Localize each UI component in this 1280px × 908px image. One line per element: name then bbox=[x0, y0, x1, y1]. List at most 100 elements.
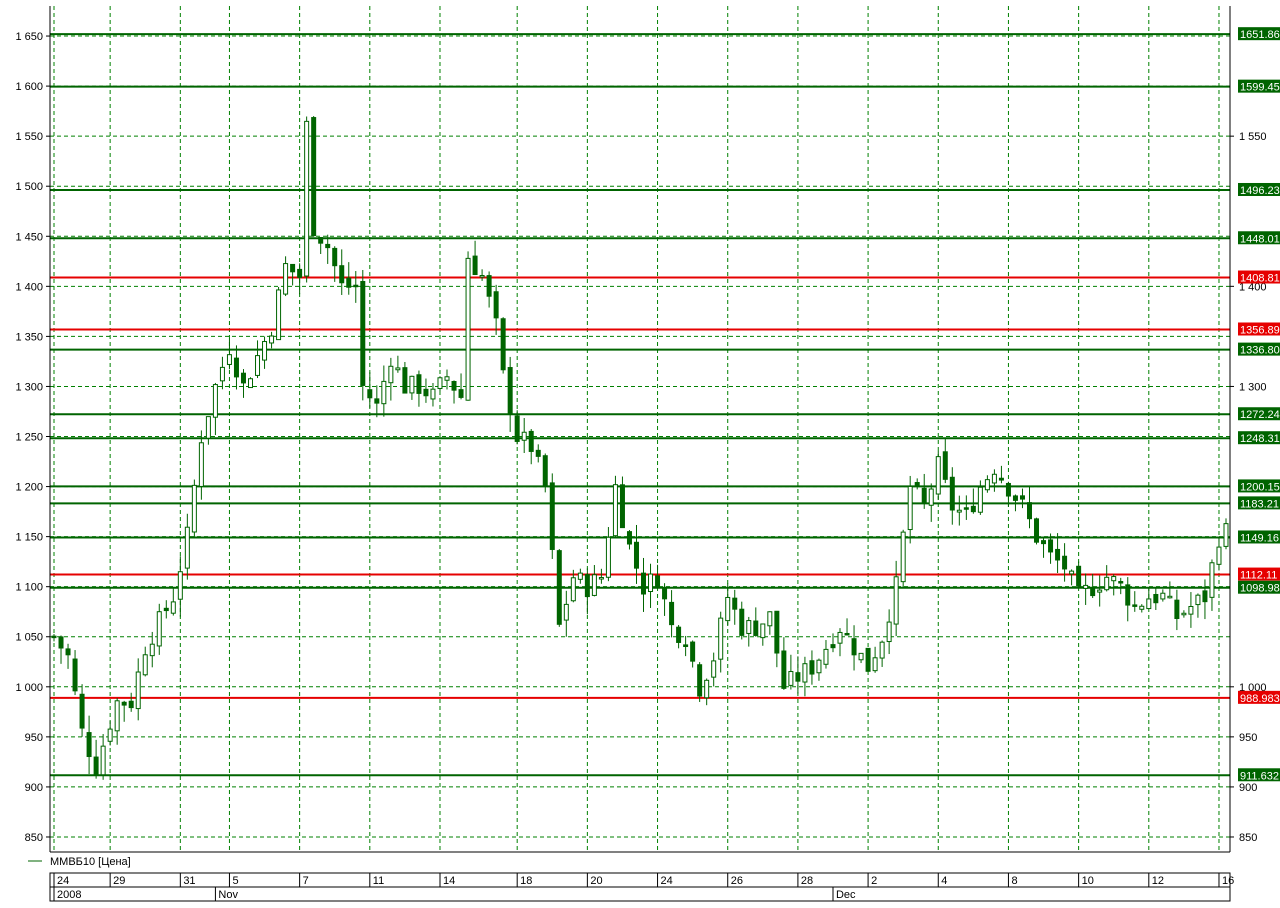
candle-body bbox=[795, 672, 801, 682]
level-price-label: 1408.81 bbox=[1240, 273, 1280, 285]
candle-body bbox=[409, 375, 415, 394]
tick-label-left: 1 400 bbox=[15, 281, 43, 293]
candle-body bbox=[1076, 565, 1082, 587]
candle-body bbox=[865, 647, 871, 672]
candle-body bbox=[788, 671, 794, 686]
candle-body bbox=[984, 479, 990, 491]
candle-body bbox=[304, 120, 310, 277]
day-label: 14 bbox=[443, 875, 455, 887]
tick-label-right: 950 bbox=[1239, 732, 1257, 744]
candle-body bbox=[1146, 598, 1152, 610]
candle-body bbox=[725, 596, 731, 622]
candle-body bbox=[514, 415, 520, 442]
candle-body bbox=[1153, 593, 1159, 604]
tick-label-left: 1 650 bbox=[15, 31, 43, 43]
tick-label-left: 1 050 bbox=[15, 632, 43, 644]
candle-body bbox=[346, 277, 352, 288]
candle-body bbox=[1048, 539, 1054, 553]
tick-label-left: 1 150 bbox=[15, 532, 43, 544]
candle-body bbox=[690, 641, 696, 662]
candle-body bbox=[360, 280, 366, 386]
day-label: 12 bbox=[1152, 875, 1164, 887]
tick-label-left: 1 600 bbox=[15, 81, 43, 93]
candle-body bbox=[107, 728, 113, 742]
level-price-label: 1336.80 bbox=[1240, 345, 1280, 357]
candle-body bbox=[1174, 599, 1180, 620]
candle-body bbox=[388, 365, 394, 384]
level-price-tag bbox=[1238, 342, 1280, 356]
tick-label-left: 900 bbox=[25, 782, 43, 794]
candle-body bbox=[86, 732, 92, 758]
tick-label-right: 1 550 bbox=[1239, 131, 1267, 143]
legend-series-name: ММВБ10 [Цена] bbox=[50, 856, 131, 868]
level-lines bbox=[50, 33, 1230, 777]
day-label: 20 bbox=[590, 875, 602, 887]
candle-body bbox=[493, 291, 499, 319]
candle-body bbox=[648, 573, 654, 593]
candle-body bbox=[739, 608, 745, 636]
level-price-tag bbox=[1238, 479, 1280, 493]
candle-body bbox=[507, 367, 513, 416]
candle-body bbox=[65, 648, 71, 656]
candle-body bbox=[339, 265, 345, 284]
candle-series bbox=[51, 116, 1229, 780]
candle-body bbox=[381, 380, 387, 405]
candle-body bbox=[156, 611, 162, 647]
day-label: 2 bbox=[871, 875, 877, 887]
candle-body bbox=[521, 431, 527, 441]
candle-body bbox=[641, 572, 647, 595]
candle-body bbox=[184, 526, 190, 569]
level-price-tag bbox=[1238, 79, 1280, 93]
day-label: 24 bbox=[661, 875, 673, 887]
level-price-label: 911.632 bbox=[1240, 770, 1279, 782]
tick-label-left: 1 450 bbox=[15, 231, 43, 243]
candle-body bbox=[311, 117, 317, 237]
day-label: 24 bbox=[57, 875, 69, 887]
candle-body bbox=[893, 576, 899, 625]
candle-body bbox=[205, 416, 211, 439]
candle-body bbox=[219, 366, 225, 382]
candle-body bbox=[1012, 495, 1018, 501]
tick-label-right: 1 000 bbox=[1239, 682, 1267, 694]
level-price-tag bbox=[1238, 567, 1280, 581]
candle-body bbox=[269, 335, 275, 344]
level-price-tag bbox=[1238, 182, 1280, 196]
level-labels: 1651.86 1599.45 1496.23 1448.01 1408.81 1356.… bbox=[1238, 27, 1280, 782]
month-label: 2008 bbox=[57, 889, 81, 901]
candle-body bbox=[451, 381, 457, 391]
level-price-label: 1200.15 bbox=[1240, 481, 1280, 493]
candle-body bbox=[991, 473, 997, 484]
day-label: 28 bbox=[801, 875, 813, 887]
candle-body bbox=[1005, 482, 1011, 497]
candle-body bbox=[718, 617, 724, 660]
day-label: 8 bbox=[1011, 875, 1017, 887]
candle-body bbox=[963, 507, 969, 510]
candle-body bbox=[198, 442, 204, 487]
tick-label-left: 1 000 bbox=[15, 682, 43, 694]
candle-body bbox=[1216, 546, 1222, 565]
candle-body bbox=[732, 597, 738, 610]
candle-body bbox=[472, 255, 478, 276]
day-label: 11 bbox=[373, 875, 384, 887]
candle-body bbox=[402, 367, 408, 394]
candle-body bbox=[704, 679, 710, 699]
day-label: 16 bbox=[1222, 875, 1234, 887]
candle-body bbox=[633, 541, 639, 569]
level-price-label: 1149.16 bbox=[1240, 532, 1279, 544]
candle-body bbox=[332, 247, 338, 267]
candle-body bbox=[290, 263, 296, 273]
candle-body bbox=[1188, 605, 1194, 615]
candle-body bbox=[584, 574, 590, 598]
candle-body bbox=[240, 372, 246, 384]
day-label: 18 bbox=[520, 875, 532, 887]
candle-body bbox=[276, 289, 282, 341]
candle-body bbox=[809, 660, 815, 675]
level-price-label: 1356.89 bbox=[1240, 324, 1280, 336]
level-price-label: 1112.11 bbox=[1240, 570, 1277, 582]
level-price-tag bbox=[1238, 231, 1280, 245]
tick-label-left: 1 100 bbox=[15, 582, 43, 594]
candle-body bbox=[1223, 523, 1229, 547]
candle-body bbox=[837, 631, 843, 644]
